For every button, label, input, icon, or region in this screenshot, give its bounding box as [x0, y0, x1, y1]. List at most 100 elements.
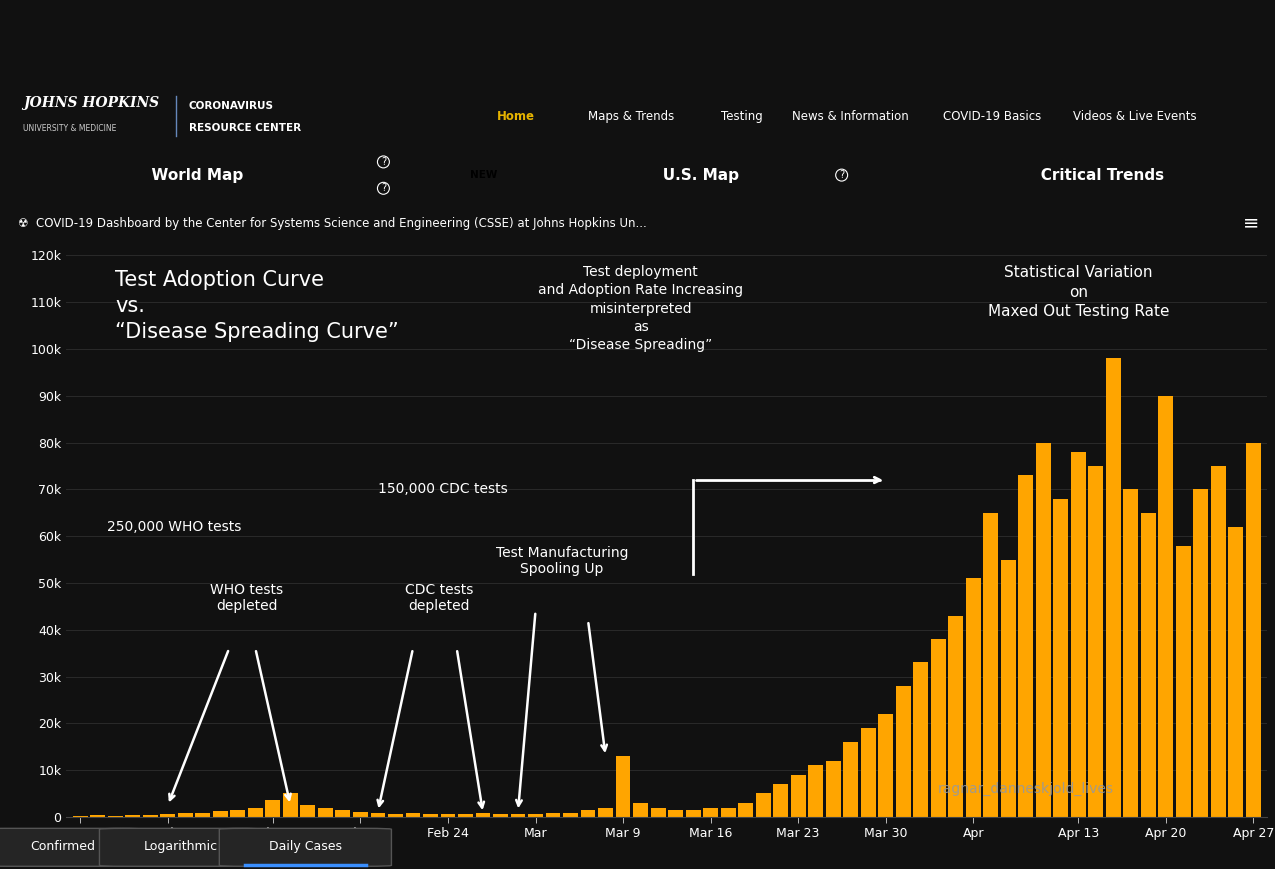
- Text: CORONAVIRUS: CORONAVIRUS: [189, 101, 274, 110]
- Text: News & Information: News & Information: [792, 109, 909, 123]
- Bar: [861, 728, 876, 817]
- Text: JOHNS HOPKINS: JOHNS HOPKINS: [23, 96, 159, 110]
- Bar: [616, 756, 631, 817]
- Bar: [1211, 466, 1225, 817]
- Text: COVID-19 Basics: COVID-19 Basics: [942, 109, 1042, 123]
- Text: Maps & Trends: Maps & Trends: [588, 109, 674, 123]
- Bar: [528, 813, 543, 817]
- Bar: [353, 813, 368, 817]
- Text: Daily Cases: Daily Cases: [269, 840, 342, 852]
- Text: RESOURCE CENTER: RESOURCE CENTER: [189, 123, 301, 133]
- Text: ?: ?: [381, 183, 386, 193]
- Bar: [913, 662, 928, 817]
- Bar: [283, 793, 298, 817]
- Bar: [335, 810, 351, 817]
- Text: ?: ?: [381, 157, 386, 167]
- Text: U.S. Map: U.S. Map: [646, 168, 738, 182]
- Text: Testing: Testing: [722, 109, 762, 123]
- Bar: [108, 816, 122, 817]
- Bar: [301, 806, 315, 817]
- Bar: [808, 766, 824, 817]
- Bar: [265, 800, 280, 817]
- Text: ragnar_danneskjold_lives: ragnar_danneskjold_lives: [937, 782, 1114, 796]
- Bar: [1019, 475, 1033, 817]
- Bar: [843, 742, 858, 817]
- Bar: [247, 807, 263, 817]
- Bar: [423, 813, 437, 817]
- Bar: [1246, 442, 1261, 817]
- Text: Confirmed: Confirmed: [31, 840, 94, 852]
- Text: Statistical Variation
on
Maxed Out Testing Rate: Statistical Variation on Maxed Out Testi…: [988, 265, 1169, 320]
- Text: Videos & Live Events: Videos & Live Events: [1074, 109, 1196, 123]
- Bar: [983, 513, 998, 817]
- FancyBboxPatch shape: [0, 828, 144, 866]
- Bar: [441, 814, 455, 817]
- Bar: [826, 760, 840, 817]
- Bar: [580, 810, 595, 817]
- Text: 150,000 CDC tests: 150,000 CDC tests: [377, 482, 507, 496]
- Bar: [231, 810, 245, 817]
- Text: UNIVERSITY & MEDICINE: UNIVERSITY & MEDICINE: [23, 124, 116, 133]
- Bar: [1228, 527, 1243, 817]
- Bar: [143, 814, 158, 817]
- Bar: [896, 686, 910, 817]
- Bar: [878, 714, 892, 817]
- Text: Test deployment
and Adoption Rate Increasing
misinterpreted
as
“Disease Spreadin: Test deployment and Adoption Rate Increa…: [538, 265, 743, 353]
- Bar: [458, 813, 473, 817]
- Text: NEW: NEW: [470, 170, 497, 180]
- Text: World Map: World Map: [140, 168, 242, 182]
- Bar: [773, 784, 788, 817]
- Text: Critical Trends: Critical Trends: [1025, 168, 1164, 182]
- Bar: [91, 815, 106, 817]
- Bar: [564, 813, 578, 817]
- Bar: [650, 807, 666, 817]
- Bar: [1089, 466, 1103, 817]
- Text: CDC tests
depleted: CDC tests depleted: [405, 583, 473, 614]
- Bar: [179, 813, 193, 817]
- Bar: [634, 803, 648, 817]
- Bar: [720, 807, 736, 817]
- Bar: [161, 813, 175, 817]
- Bar: [965, 578, 980, 817]
- Text: Logarithmic: Logarithmic: [144, 840, 218, 852]
- Bar: [476, 813, 491, 817]
- Bar: [1159, 396, 1173, 817]
- Bar: [1053, 499, 1068, 817]
- Bar: [703, 807, 718, 817]
- FancyBboxPatch shape: [99, 828, 263, 866]
- Bar: [1123, 489, 1139, 817]
- Bar: [510, 814, 525, 817]
- Bar: [493, 813, 507, 817]
- Bar: [1001, 560, 1016, 817]
- FancyBboxPatch shape: [219, 828, 391, 866]
- Bar: [317, 807, 333, 817]
- Bar: [1176, 546, 1191, 817]
- Text: ≡: ≡: [1243, 214, 1260, 233]
- Text: ☢  COVID-19 Dashboard by the Center for Systems Science and Engineering (CSSE) a: ☢ COVID-19 Dashboard by the Center for S…: [18, 217, 646, 229]
- Bar: [756, 793, 770, 817]
- Text: Test Adoption Curve
vs.
“Disease Spreading Curve”: Test Adoption Curve vs. “Disease Spreadi…: [115, 269, 399, 342]
- Bar: [790, 775, 806, 817]
- Bar: [598, 807, 613, 817]
- Text: ?: ?: [839, 170, 844, 180]
- Bar: [668, 810, 683, 817]
- Bar: [931, 639, 946, 817]
- Text: Home: Home: [497, 109, 536, 123]
- Bar: [1193, 489, 1209, 817]
- Bar: [1105, 358, 1121, 817]
- Bar: [195, 813, 210, 817]
- Bar: [1035, 442, 1051, 817]
- Bar: [388, 814, 403, 817]
- Bar: [1071, 452, 1086, 817]
- Bar: [686, 810, 700, 817]
- Bar: [949, 616, 963, 817]
- Bar: [1141, 513, 1155, 817]
- Text: 250,000 WHO tests: 250,000 WHO tests: [107, 520, 241, 534]
- Bar: [546, 813, 561, 817]
- Bar: [371, 813, 385, 817]
- Bar: [213, 812, 228, 817]
- Bar: [73, 816, 88, 817]
- Text: Test Manufacturing
Spooling Up: Test Manufacturing Spooling Up: [496, 546, 629, 576]
- Bar: [405, 813, 421, 817]
- Bar: [125, 815, 140, 817]
